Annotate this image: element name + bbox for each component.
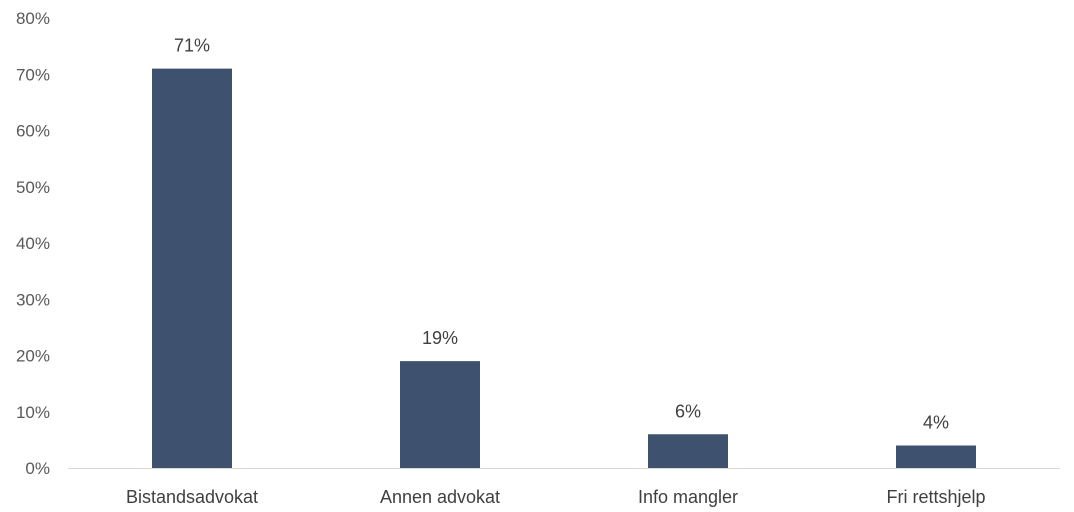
bars: [152, 69, 976, 468]
y-tick-label: 40%: [16, 234, 50, 253]
data-label: 6%: [675, 401, 701, 421]
data-labels: 71% 19% 6% 4%: [174, 36, 949, 433]
bar-1: [400, 361, 480, 468]
y-tick-label: 20%: [16, 347, 50, 366]
y-tick-label: 60%: [16, 122, 50, 141]
x-category-label: Info mangler: [638, 487, 738, 507]
y-tick-label: 10%: [16, 403, 50, 422]
y-tick-label: 70%: [16, 65, 50, 84]
y-axis: 0% 10% 20% 30% 40% 50% 60% 70% 80%: [16, 9, 50, 478]
x-axis: Bistandsadvokat Annen advokat Info mangler…: [68, 469, 1060, 508]
y-tick-label: 30%: [16, 290, 50, 309]
x-category-label: Bistandsadvokat: [126, 487, 258, 507]
y-tick-label: 0%: [25, 459, 50, 478]
x-category-label: Annen advokat: [380, 487, 500, 507]
y-tick-label: 80%: [16, 9, 50, 28]
data-label: 4%: [923, 413, 949, 433]
data-label: 19%: [422, 328, 458, 348]
y-tick-label: 50%: [16, 178, 50, 197]
bar-3: [896, 446, 976, 469]
bar-2: [648, 434, 728, 468]
data-label: 71%: [174, 36, 210, 56]
bar-0: [152, 69, 232, 468]
x-category-label: Fri rettshjelp: [886, 487, 985, 507]
